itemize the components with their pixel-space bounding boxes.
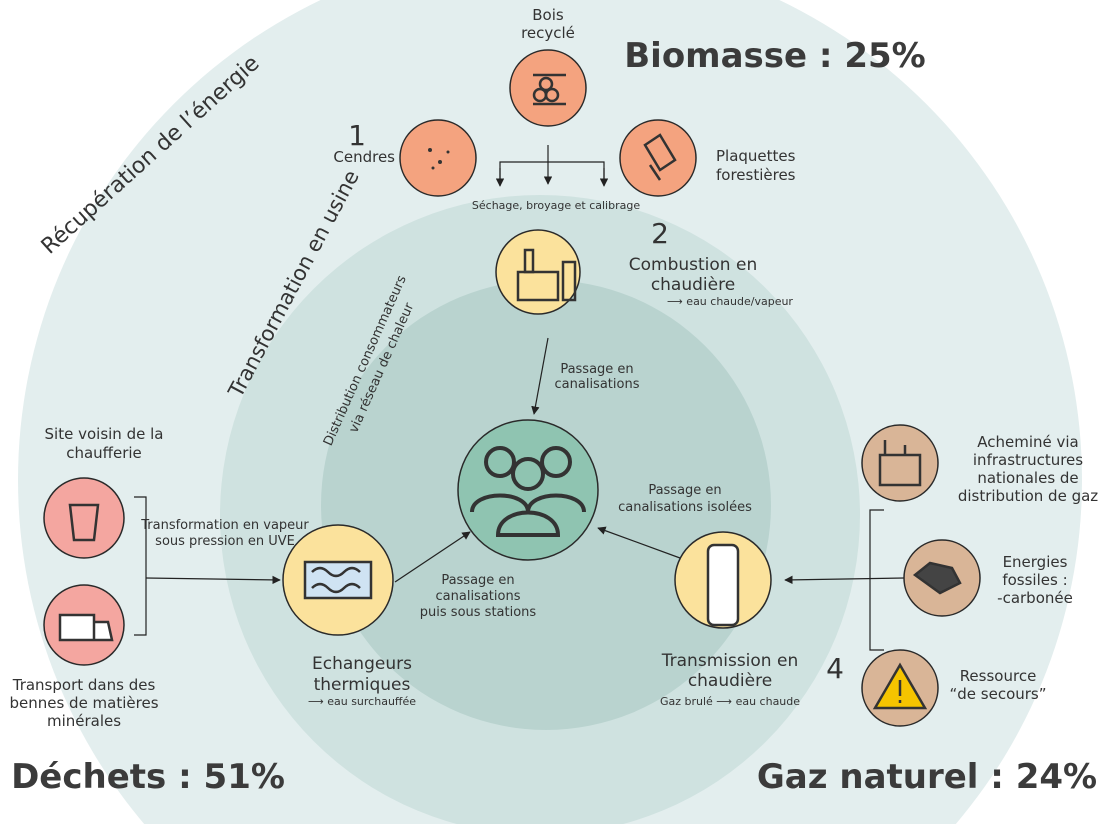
label-line: canalisations xyxy=(555,377,640,392)
label-line: chaudière xyxy=(651,275,735,295)
note: ⟶ eau surchauffée xyxy=(308,695,416,708)
label-line: chaufferie xyxy=(66,444,142,462)
label-line: forestières xyxy=(716,166,796,184)
title-gaz: Gaz naturel : 24% xyxy=(757,757,1097,797)
label-line: nationales de xyxy=(977,469,1078,487)
label-line: Acheminé via xyxy=(977,433,1079,451)
label-line: canalisations xyxy=(436,589,521,604)
label-line: Transformation en vapeur xyxy=(140,518,309,533)
label-line: infrastructures xyxy=(973,451,1083,469)
label-line: Transmission en xyxy=(661,651,798,671)
label-line: -carbonée xyxy=(997,589,1073,607)
label-line: “de secours” xyxy=(949,685,1046,703)
label-line: bennes de matières xyxy=(9,694,158,712)
label-line: fossiles : xyxy=(1002,571,1067,589)
label-line: Transport dans des xyxy=(12,676,156,694)
connectors xyxy=(134,145,905,651)
label-line: thermiques xyxy=(314,675,411,695)
note: ⟶ eau chaude/vapeur xyxy=(667,295,793,308)
label-line: sous pression en UVE xyxy=(155,534,295,549)
label-line: Passage en xyxy=(441,573,514,588)
label-line: Passage en xyxy=(648,483,721,498)
step: 2 xyxy=(651,217,669,250)
note: Gaz brulé ⟶ eau chaude xyxy=(660,695,800,708)
label-line: distribution de gaz xyxy=(958,487,1098,505)
label-line: Passage en xyxy=(560,362,633,377)
rings xyxy=(18,0,1082,824)
label-line: Plaquettes xyxy=(716,147,796,165)
label-line: Site voisin de la xyxy=(45,425,164,443)
label-line: canalisations isolées xyxy=(618,500,752,515)
label-line: chaudière xyxy=(688,671,772,691)
step: 1 xyxy=(348,119,366,152)
label-line: puis sous stations xyxy=(420,605,537,620)
title-biomasse: Biomasse : 25% xyxy=(624,36,925,76)
icons xyxy=(43,49,981,727)
label-line: Echangeurs xyxy=(312,654,412,674)
label-line: Combustion en xyxy=(629,255,757,275)
label-line: recyclé xyxy=(521,24,575,42)
label-line: minérales xyxy=(47,712,121,730)
step: 4 xyxy=(826,652,844,685)
label: Séchage, broyage et calibrage xyxy=(472,199,640,212)
label-line: Energies xyxy=(1003,553,1068,571)
title-dechets: Déchets : 51% xyxy=(11,757,285,797)
label-line: Ressource xyxy=(960,667,1037,685)
label: Cendres xyxy=(333,148,395,166)
label-line: Bois xyxy=(532,6,564,24)
